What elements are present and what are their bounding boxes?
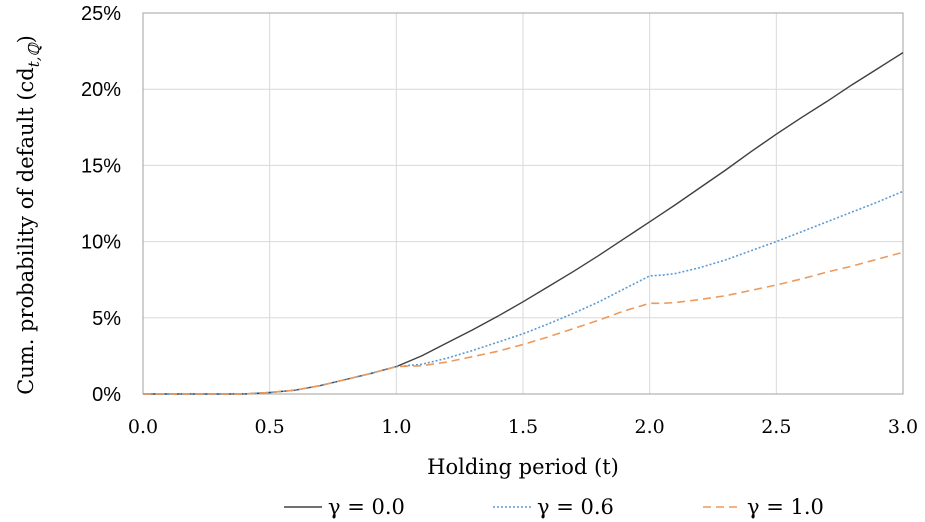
grid-lines (142, 12, 904, 395)
x-axis-ticks: 0.0 0.5 1.0 1.5 2.0 2.5 3.0 (128, 416, 918, 438)
legend-label-1: γ = 0.0 (328, 495, 405, 519)
x-tick-label: 2.0 (635, 416, 665, 438)
x-tick-label: 2.5 (761, 416, 791, 438)
x-tick-label: 0.0 (128, 416, 158, 438)
y-tick-label: 5% (92, 308, 121, 330)
legend-label-2: γ = 0.6 (537, 495, 614, 519)
y-tick-label: 10% (81, 232, 121, 254)
y-axis-ticks: 0% 5% 10% 15% 20% 25% (81, 3, 121, 406)
x-axis-label: Holding period (t) (427, 455, 619, 479)
plot-area-frame (142, 12, 904, 395)
legend-label-3: γ = 1.0 (747, 495, 824, 519)
y-tick-label: 25% (81, 3, 121, 25)
y-tick-label: 0% (92, 384, 121, 406)
y-tick-label: 15% (81, 155, 121, 177)
x-tick-label: 1.5 (508, 416, 538, 438)
y-tick-label: 20% (81, 79, 121, 101)
y-axis-label: Cum. probability of default (cdt,ℚ) (14, 35, 43, 395)
x-tick-label: 3.0 (888, 416, 918, 438)
x-tick-label: 0.5 (255, 416, 285, 438)
x-tick-label: 1.0 (381, 416, 411, 438)
series-line-3 (143, 251, 904, 395)
series-layer (143, 52, 904, 395)
legend: γ = 0.0 γ = 0.6 γ = 1.0 (284, 495, 824, 519)
